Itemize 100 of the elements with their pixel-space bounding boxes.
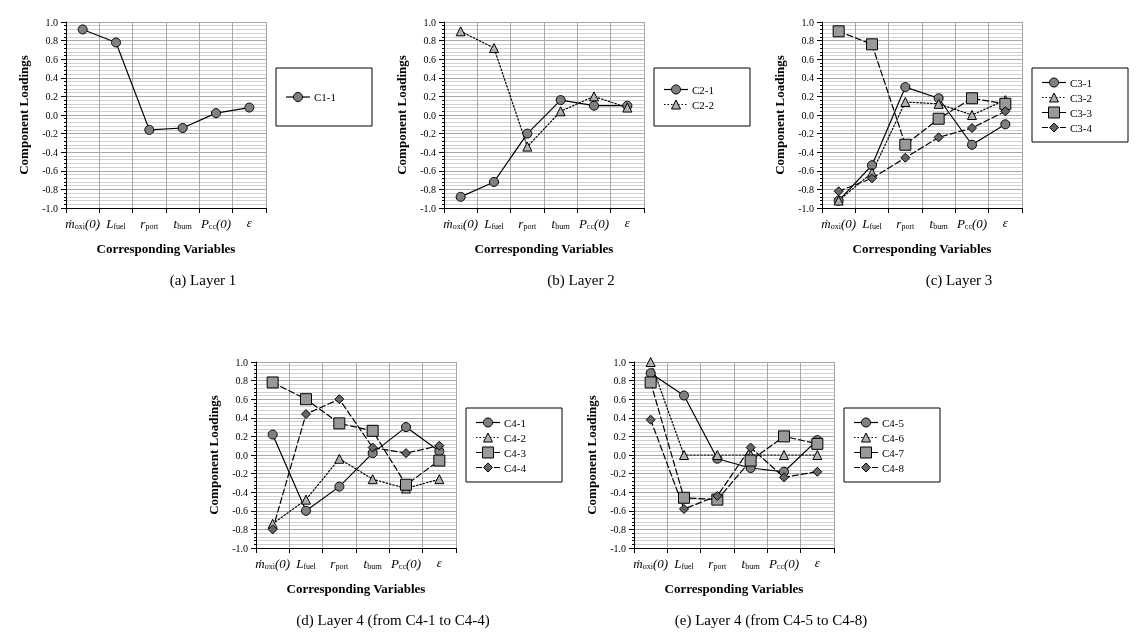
- x-tick-label: tburn: [173, 215, 192, 231]
- y-tick-label: 0.2: [423, 90, 436, 102]
- x-tick-label: tburn: [929, 215, 948, 231]
- x-tick-label: tburn: [741, 555, 760, 571]
- y-tick-label: -0.2: [42, 128, 58, 140]
- y-tick-label: -1.0: [420, 202, 436, 214]
- y-tick-label: -0.4: [232, 486, 248, 498]
- y-tick-label: 0.2: [45, 90, 58, 102]
- y-tick-label: -0.4: [798, 146, 814, 158]
- text: (c) Layer 3: [925, 271, 993, 289]
- y-tick-label: 0.6: [235, 393, 248, 405]
- x-tick-label: Pcc(0): [767, 555, 800, 571]
- x-tick-label: ṁoxi(0): [821, 215, 857, 231]
- text: (d) Layer 4 (from C4-1 to C4-4): [296, 611, 490, 629]
- y-tick-label: 0.0: [423, 109, 436, 121]
- text: (a) Layer 1: [169, 271, 237, 289]
- x-tick-label: ε: [246, 215, 253, 230]
- x-tick-label: tburn: [551, 215, 570, 231]
- x-tick-label: rport: [140, 215, 160, 231]
- y-tick-label: -0.6: [42, 165, 58, 177]
- x-tick-label: tburn: [363, 555, 382, 571]
- legend-label: C4-1: [504, 416, 526, 429]
- legend-label: C4-6: [882, 431, 905, 444]
- legend-label: C4-2: [504, 431, 526, 444]
- y-tick-label: -0.8: [420, 183, 436, 195]
- y-tick-label: -0.6: [420, 165, 436, 177]
- y-tick-label: 0.4: [45, 72, 58, 84]
- y-tick-label: -0.8: [232, 523, 248, 535]
- y-tick-label: -0.6: [798, 165, 814, 177]
- x-tick-label: ε: [814, 555, 821, 570]
- x-tick-label: ε: [1002, 215, 1009, 230]
- legend-label: C2-2: [692, 98, 714, 111]
- y-tick-label: -0.4: [420, 146, 436, 158]
- y-tick-label: -0.2: [610, 468, 626, 480]
- x-tick-label: Pcc(0): [199, 215, 232, 231]
- legend-label: C4-7: [882, 446, 905, 459]
- y-tick-label: 1.0: [423, 16, 436, 28]
- y-tick-label: -0.2: [232, 468, 248, 480]
- y-tick-label: 1.0: [45, 16, 58, 28]
- y-tick-label: 0.0: [45, 109, 58, 121]
- y-tick-label: 0.0: [801, 109, 814, 121]
- x-axis-title: Corresponding Variables: [96, 241, 236, 256]
- y-tick-label: -1.0: [610, 542, 626, 554]
- x-tick-label: ṁoxi(0): [65, 215, 101, 231]
- y-tick-label: -1.0: [798, 202, 814, 214]
- legend-label: C4-5: [882, 416, 905, 429]
- y-axis-title: Component Loadings: [772, 55, 787, 175]
- legend-label: C3-3: [1070, 106, 1093, 119]
- y-tick-label: 0.8: [423, 35, 436, 47]
- y-tick-label: 0.8: [45, 35, 58, 47]
- x-axis-title: Corresponding Variables: [852, 241, 992, 256]
- x-axis-title: Corresponding Variables: [286, 581, 426, 596]
- y-tick-label: -0.6: [610, 505, 626, 517]
- x-tick-label: Lfuel: [295, 555, 317, 571]
- x-tick-label: ṁoxi(0): [633, 555, 669, 571]
- legend-label: C3-4: [1070, 121, 1093, 134]
- y-axis-title: Component Loadings: [16, 55, 31, 175]
- y-tick-label: 0.6: [423, 53, 436, 65]
- y-tick-label: 0.6: [613, 393, 626, 405]
- y-tick-label: 0.8: [235, 375, 248, 387]
- text: (b) Layer 2: [547, 271, 615, 289]
- y-tick-label: -0.8: [42, 183, 58, 195]
- x-tick-label: ε: [436, 555, 443, 570]
- y-tick-label: 0.4: [423, 72, 436, 84]
- legend-label: C4-4: [504, 461, 527, 474]
- y-tick-label: -0.4: [42, 146, 58, 158]
- y-tick-label: 0.6: [801, 53, 814, 65]
- y-tick-label: 1.0: [613, 356, 626, 368]
- legend-label: C3-1: [1070, 76, 1092, 89]
- y-tick-label: 0.8: [613, 375, 626, 387]
- x-tick-label: Lfuel: [673, 555, 695, 571]
- y-axis-title: Component Loadings: [394, 55, 409, 175]
- y-tick-label: 0.4: [801, 72, 814, 84]
- x-tick-label: rport: [330, 555, 350, 571]
- x-tick-label: Pcc(0): [389, 555, 422, 571]
- y-tick-label: -0.8: [610, 523, 626, 535]
- y-tick-label: 1.0: [235, 356, 248, 368]
- x-axis-title: Corresponding Variables: [664, 581, 804, 596]
- y-axis-title: Component Loadings: [206, 395, 221, 515]
- y-axis-title: Component Loadings: [584, 395, 599, 515]
- legend-label: C1-1: [314, 91, 336, 103]
- y-tick-label: 0.4: [613, 412, 626, 424]
- y-tick-label: 0.0: [613, 449, 626, 461]
- x-tick-label: Lfuel: [483, 215, 505, 231]
- x-tick-label: rport: [896, 215, 916, 231]
- y-tick-label: -0.2: [420, 128, 436, 140]
- y-tick-label: -1.0: [42, 202, 58, 214]
- x-axis-title: Corresponding Variables: [474, 241, 614, 256]
- y-tick-label: 0.4: [235, 412, 248, 424]
- text: (e) Layer 4 (from C4-5 to C4-8): [674, 611, 868, 629]
- x-tick-label: Lfuel: [861, 215, 883, 231]
- x-tick-label: ṁoxi(0): [443, 215, 479, 231]
- x-tick-label: Lfuel: [105, 215, 127, 231]
- y-tick-label: 0.6: [45, 53, 58, 65]
- y-tick-label: 1.0: [801, 16, 814, 28]
- y-tick-label: 0.2: [613, 430, 626, 442]
- y-tick-label: -0.8: [798, 183, 814, 195]
- x-tick-label: ṁoxi(0): [255, 555, 291, 571]
- x-tick-label: rport: [708, 555, 728, 571]
- y-tick-label: -1.0: [232, 542, 248, 554]
